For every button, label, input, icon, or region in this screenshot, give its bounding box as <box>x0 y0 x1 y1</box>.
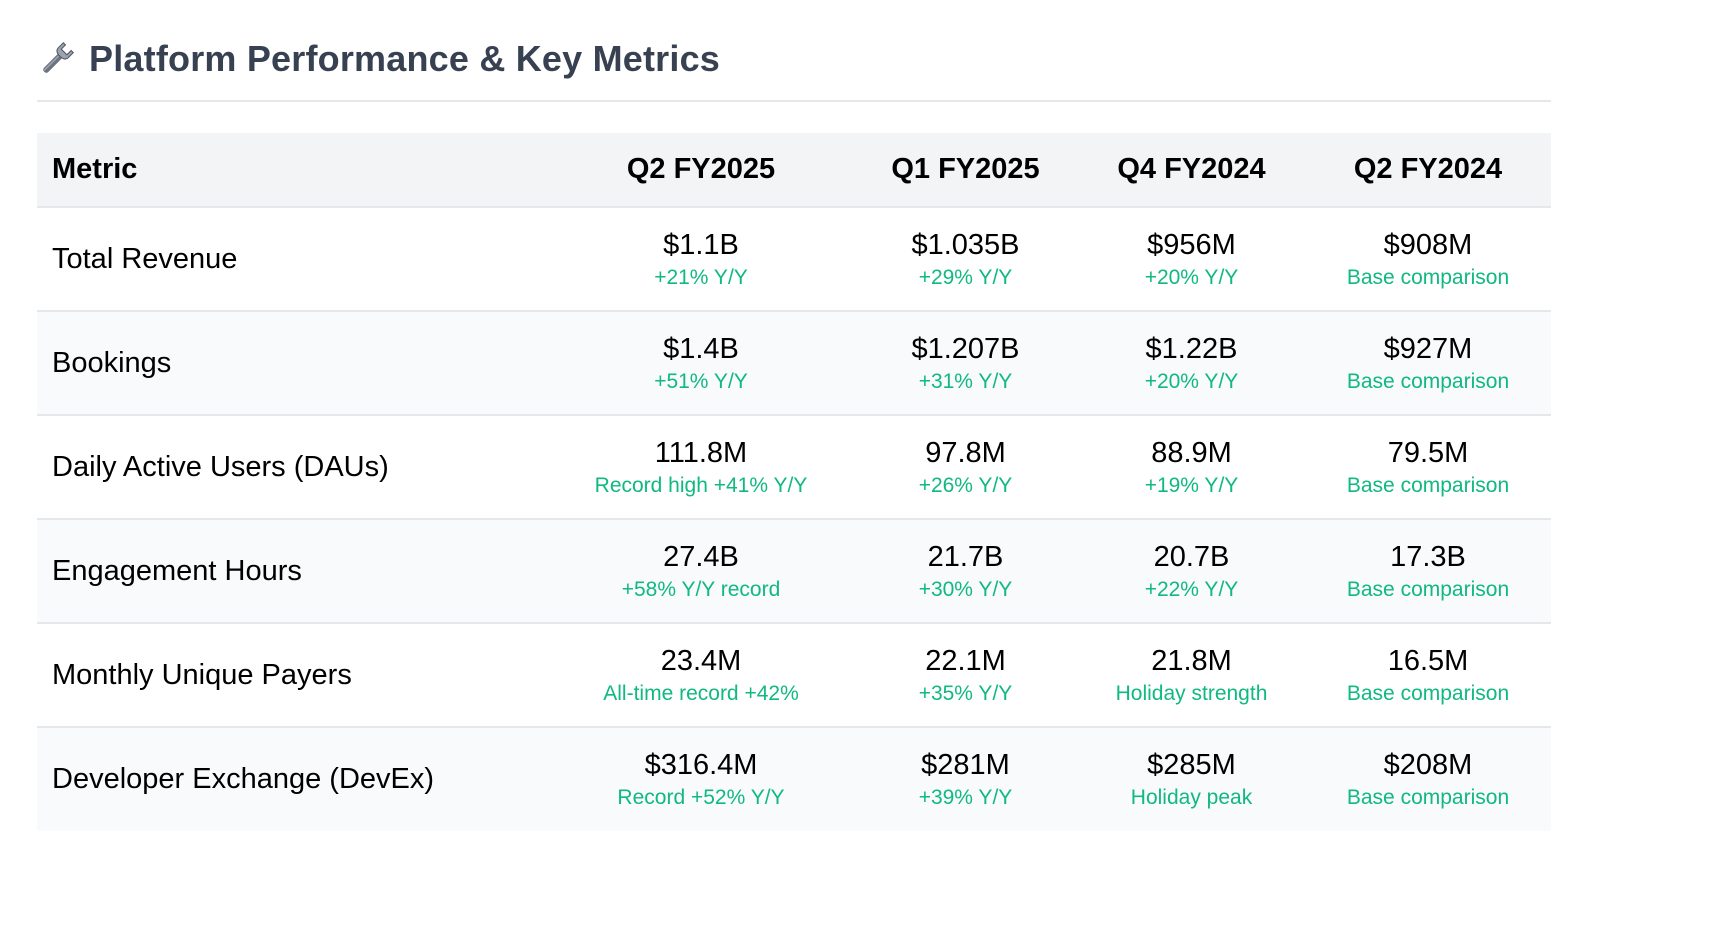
metric-cell: $208M Base comparison <box>1305 727 1551 831</box>
metric-value: 88.9M <box>1151 436 1232 469</box>
metric-value: 23.4M <box>660 644 742 677</box>
metric-value: 97.8M <box>925 436 1006 469</box>
metric-value: 16.5M <box>1387 644 1469 677</box>
table-header-row: Metric Q2 FY2025 Q1 FY2025 Q4 FY2024 Q2 … <box>37 133 1551 208</box>
metric-cell: 79.5M Base comparison <box>1305 415 1551 519</box>
metric-note: Holiday peak <box>1130 786 1253 809</box>
metric-cell: $1.035B +29% Y/Y <box>853 207 1078 311</box>
metric-value: $285M <box>1147 749 1236 781</box>
metric-cell: 21.8M Holiday strength <box>1078 623 1305 727</box>
metric-value: 79.5M <box>1387 436 1469 469</box>
metric-cell: $1.1B +21% Y/Y <box>549 207 853 311</box>
column-header-q4-fy2024: Q4 FY2024 <box>1078 133 1305 208</box>
metric-note: +20% Y/Y <box>1144 265 1239 289</box>
metric-value: 22.1M <box>925 644 1006 677</box>
metric-value: $1.207B <box>911 332 1020 365</box>
metric-value: $281M <box>921 749 1010 781</box>
metric-cell: 88.9M +19% Y/Y <box>1078 415 1305 519</box>
metric-cell: 97.8M +26% Y/Y <box>853 415 1078 519</box>
metric-cell: 17.3B Base comparison <box>1305 519 1551 623</box>
metric-value: 21.8M <box>1151 644 1232 677</box>
table-row: Bookings $1.4B +51% Y/Y $1.207B +31% Y/Y $… <box>37 311 1551 415</box>
metric-value: 27.4B <box>663 540 739 573</box>
metric-value: 111.8M <box>654 436 748 469</box>
table-row: Engagement Hours 27.4B +58% Y/Y record 21… <box>37 519 1551 623</box>
metric-cell: $316.4M Record +52% Y/Y <box>549 727 853 831</box>
metric-value: 20.7B <box>1153 540 1230 573</box>
metric-value: $1.1B <box>663 228 739 261</box>
metric-name: Total Revenue <box>52 242 238 275</box>
section-heading: Platform Performance & Key Metrics <box>37 0 1551 102</box>
column-header-q1-fy2025: Q1 FY2025 <box>853 133 1078 208</box>
metric-cell: 23.4M All-time record +42% <box>549 623 853 727</box>
metric-cell: 27.4B +58% Y/Y record <box>549 519 853 623</box>
metric-name: Monthly Unique Payers <box>52 658 352 691</box>
metric-value: 17.3B <box>1390 540 1466 573</box>
metric-cell: 16.5M Base comparison <box>1305 623 1551 727</box>
metric-note: Base comparison <box>1346 786 1510 809</box>
metric-note: Base comparison <box>1346 265 1510 289</box>
metric-value: 21.7B <box>927 540 1004 573</box>
metric-note: Holiday strength <box>1115 681 1268 705</box>
metric-value: $908M <box>1383 228 1473 261</box>
metric-note: +58% Y/Y record <box>621 577 781 601</box>
metric-note: +39% Y/Y <box>918 786 1013 809</box>
platform-metrics-section: Platform Performance & Key Metrics Metri… <box>37 0 1551 831</box>
metric-cell: $1.22B +20% Y/Y <box>1078 311 1305 415</box>
metric-note: +19% Y/Y <box>1144 473 1239 497</box>
metric-note: Record high +41% Y/Y <box>594 473 808 497</box>
metric-cell: 22.1M +35% Y/Y <box>853 623 1078 727</box>
metric-note: +20% Y/Y <box>1144 369 1239 393</box>
metric-note: Base comparison <box>1346 577 1510 601</box>
metric-value: $1.035B <box>911 228 1020 261</box>
metric-note: Base comparison <box>1346 681 1510 705</box>
metric-value: $1.22B <box>1145 332 1238 365</box>
metric-note: +51% Y/Y <box>654 369 748 393</box>
metric-cell: $956M +20% Y/Y <box>1078 207 1305 311</box>
metric-cell: $281M +39% Y/Y <box>853 727 1078 831</box>
metric-cell: 21.7B +30% Y/Y <box>853 519 1078 623</box>
metric-note: +31% Y/Y <box>918 369 1013 393</box>
metric-cell: $908M Base comparison <box>1305 207 1551 311</box>
metric-note: All-time record +42% <box>603 681 799 705</box>
column-header-metric: Metric <box>37 133 549 208</box>
metric-name: Daily Active Users (DAUs) <box>52 450 389 483</box>
wrench-icon <box>37 39 77 79</box>
metric-note: Base comparison <box>1346 369 1510 393</box>
metric-value: $208M <box>1383 749 1473 781</box>
metric-name: Engagement Hours <box>52 554 302 587</box>
metric-cell: 111.8M Record high +41% Y/Y <box>549 415 853 519</box>
table-row: Monthly Unique Payers 23.4M All-time reco… <box>37 623 1551 727</box>
metric-cell: $285M Holiday peak <box>1078 727 1305 831</box>
metric-note: +29% Y/Y <box>918 265 1013 289</box>
metric-note: Record +52% Y/Y <box>617 786 785 809</box>
metric-cell: $1.207B +31% Y/Y <box>853 311 1078 415</box>
metric-cell: $1.4B +51% Y/Y <box>549 311 853 415</box>
metric-name: Developer Exchange (DevEx) <box>52 763 435 795</box>
page-title: Platform Performance & Key Metrics <box>89 38 721 79</box>
metric-value: $316.4M <box>644 749 758 781</box>
metric-note: +35% Y/Y <box>918 681 1013 705</box>
metric-cell: 20.7B +22% Y/Y <box>1078 519 1305 623</box>
metric-cell: $927M Base comparison <box>1305 311 1551 415</box>
table-row: Daily Active Users (DAUs) 111.8M Record h… <box>37 415 1551 519</box>
table-row: Total Revenue $1.1B +21% Y/Y $1.035B +29% … <box>37 207 1551 311</box>
metric-note: +30% Y/Y <box>918 577 1013 601</box>
metric-value: $956M <box>1147 228 1236 261</box>
column-header-q2-fy2025: Q2 FY2025 <box>549 133 853 208</box>
metric-note: +22% Y/Y <box>1144 577 1239 601</box>
metrics-table: Metric Q2 FY2025 Q1 FY2025 Q4 FY2024 Q2 … <box>37 133 1551 831</box>
column-header-q2-fy2024: Q2 FY2024 <box>1305 133 1551 208</box>
metric-note: +21% Y/Y <box>654 265 748 289</box>
table-row: Developer Exchange (DevEx) $316.4M Record… <box>37 727 1551 831</box>
metric-name: Bookings <box>52 346 172 379</box>
metric-note: +26% Y/Y <box>918 473 1013 497</box>
metric-value: $927M <box>1383 332 1473 365</box>
metric-value: $1.4B <box>663 332 739 365</box>
metric-note: Base comparison <box>1346 473 1510 497</box>
